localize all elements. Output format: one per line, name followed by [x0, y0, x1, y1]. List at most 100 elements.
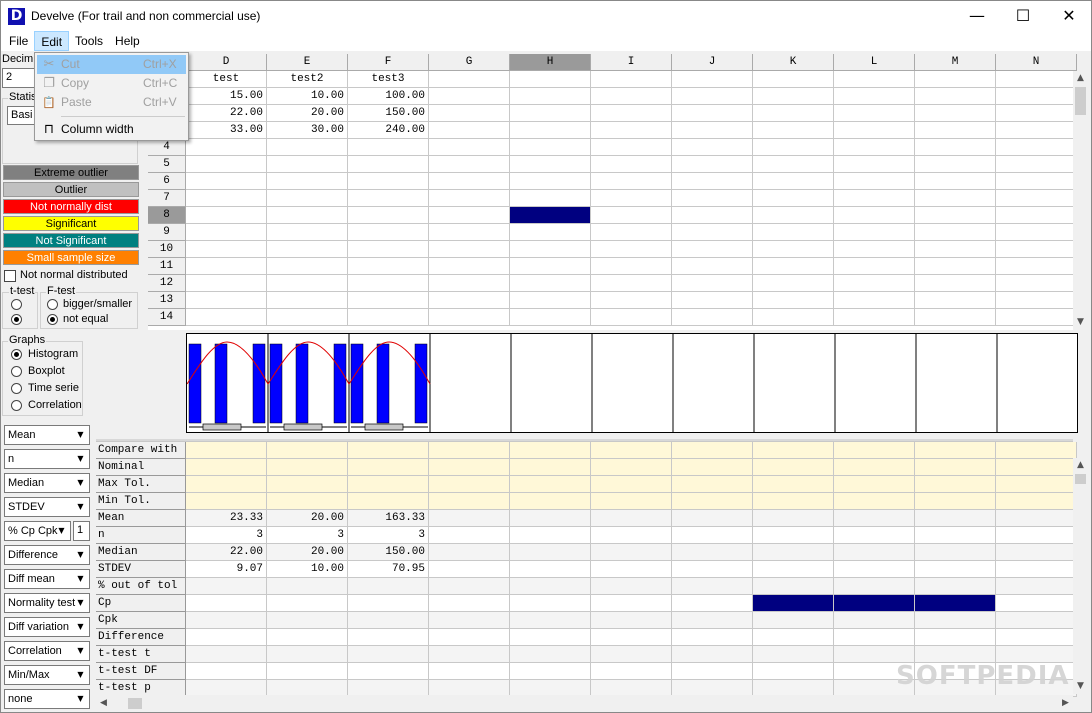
grid-cell[interactable] — [186, 292, 267, 309]
stats-cell[interactable] — [267, 442, 348, 459]
grid-cell[interactable] — [915, 105, 996, 122]
stats-cell[interactable] — [996, 612, 1077, 629]
stats-cell[interactable] — [834, 476, 915, 493]
grid-cell[interactable] — [429, 173, 510, 190]
stats-cell[interactable] — [510, 459, 591, 476]
column-header-e[interactable]: E — [267, 54, 348, 71]
grid-cell[interactable] — [996, 105, 1077, 122]
stats-cell[interactable] — [267, 578, 348, 595]
grid-cell[interactable] — [672, 122, 753, 139]
stats-cell[interactable] — [753, 646, 834, 663]
grid-cell[interactable] — [672, 71, 753, 88]
stats-cell[interactable] — [510, 476, 591, 493]
stats-cell[interactable] — [510, 595, 591, 612]
grid-cell[interactable] — [348, 258, 429, 275]
stats-cell[interactable] — [429, 544, 510, 561]
grid-cell[interactable] — [915, 292, 996, 309]
grid-cell[interactable] — [348, 309, 429, 326]
stats-cell[interactable] — [672, 629, 753, 646]
stat-select-1[interactable]: Mean ▼ — [4, 425, 90, 445]
grid-cell[interactable] — [591, 292, 672, 309]
stats-cell[interactable] — [186, 578, 267, 595]
stats-cell[interactable]: 23.33 — [186, 510, 267, 527]
grid-cell[interactable] — [753, 275, 834, 292]
grid-cell[interactable] — [510, 71, 591, 88]
stats-cell[interactable] — [186, 476, 267, 493]
grid-cell[interactable] — [996, 190, 1077, 207]
stats-cell[interactable] — [591, 595, 672, 612]
stats-cell[interactable] — [186, 663, 267, 680]
grid-cell[interactable] — [915, 224, 996, 241]
grid-cell[interactable] — [267, 309, 348, 326]
stats-cell[interactable] — [753, 527, 834, 544]
grid-cell[interactable] — [591, 139, 672, 156]
grid-cell[interactable] — [834, 190, 915, 207]
grid-cell[interactable] — [348, 275, 429, 292]
grid-cell[interactable] — [267, 173, 348, 190]
grid-cell[interactable] — [429, 71, 510, 88]
grid-cell[interactable] — [915, 139, 996, 156]
stats-cell[interactable] — [591, 476, 672, 493]
stats-cell[interactable] — [996, 527, 1077, 544]
grid-cell[interactable] — [915, 122, 996, 139]
grid-cell[interactable] — [996, 88, 1077, 105]
stats-cell[interactable]: 3 — [348, 527, 429, 544]
stat-select-9[interactable]: Diff variation ▼ — [4, 617, 90, 637]
stat-select-7[interactable]: Diff mean ▼ — [4, 569, 90, 589]
row-header[interactable]: 4 — [148, 139, 186, 156]
grid-cell[interactable] — [429, 207, 510, 224]
grid-cell[interactable] — [753, 88, 834, 105]
grid-cell[interactable] — [834, 275, 915, 292]
ftest-bigger-radio[interactable] — [47, 299, 58, 310]
grid-cell[interactable] — [996, 71, 1077, 88]
stats-cell[interactable] — [996, 544, 1077, 561]
row-header[interactable]: 9 — [148, 224, 186, 241]
column-header-m[interactable]: M — [915, 54, 996, 71]
stats-cell[interactable] — [267, 612, 348, 629]
grid-cell[interactable]: 22.00 — [186, 105, 267, 122]
grid-cell[interactable] — [834, 224, 915, 241]
stats-cell[interactable] — [429, 561, 510, 578]
stats-cell[interactable]: 163.33 — [348, 510, 429, 527]
column-header-h[interactable]: H — [510, 54, 591, 71]
data-grid-scrollbar[interactable]: ▲ ▼ — [1073, 71, 1088, 330]
grid-cell[interactable] — [996, 309, 1077, 326]
grid-cell[interactable] — [429, 122, 510, 139]
stats-cell[interactable] — [591, 629, 672, 646]
grid-cell[interactable] — [915, 207, 996, 224]
menu-item-paste[interactable]: 📋 Paste Ctrl+V — [37, 93, 186, 112]
grid-cell[interactable] — [510, 309, 591, 326]
stats-cell[interactable] — [267, 493, 348, 510]
stats-cell[interactable] — [510, 629, 591, 646]
scroll-up-icon[interactable]: ▲ — [1077, 460, 1084, 470]
stats-cell[interactable] — [429, 459, 510, 476]
stats-cell[interactable] — [996, 561, 1077, 578]
grid-cell[interactable] — [591, 173, 672, 190]
stats-cell[interactable] — [672, 578, 753, 595]
grid-cell[interactable] — [753, 139, 834, 156]
stats-cell[interactable] — [510, 544, 591, 561]
grid-cell[interactable] — [267, 139, 348, 156]
stats-cell[interactable] — [348, 629, 429, 646]
stats-cell[interactable] — [186, 595, 267, 612]
grid-cell[interactable] — [915, 71, 996, 88]
stats-cell[interactable] — [186, 629, 267, 646]
grid-cell[interactable] — [996, 241, 1077, 258]
grid-cell[interactable] — [510, 275, 591, 292]
row-header[interactable]: 10 — [148, 241, 186, 258]
stats-cell[interactable] — [915, 510, 996, 527]
stats-cell[interactable] — [753, 442, 834, 459]
grid-cell[interactable] — [510, 258, 591, 275]
stats-cell[interactable] — [753, 561, 834, 578]
stats-cell[interactable] — [672, 646, 753, 663]
stat-select-11[interactable]: Min/Max ▼ — [4, 665, 90, 685]
stats-cell[interactable] — [591, 612, 672, 629]
row-header[interactable]: 8 — [148, 207, 186, 224]
grid-cell[interactable] — [510, 292, 591, 309]
stat-select-10[interactable]: Correlation ▼ — [4, 641, 90, 661]
grid-cell[interactable] — [186, 241, 267, 258]
stats-cell[interactable]: 3 — [267, 527, 348, 544]
grid-cell[interactable] — [348, 173, 429, 190]
stats-cell[interactable] — [510, 578, 591, 595]
stats-cell[interactable] — [834, 442, 915, 459]
